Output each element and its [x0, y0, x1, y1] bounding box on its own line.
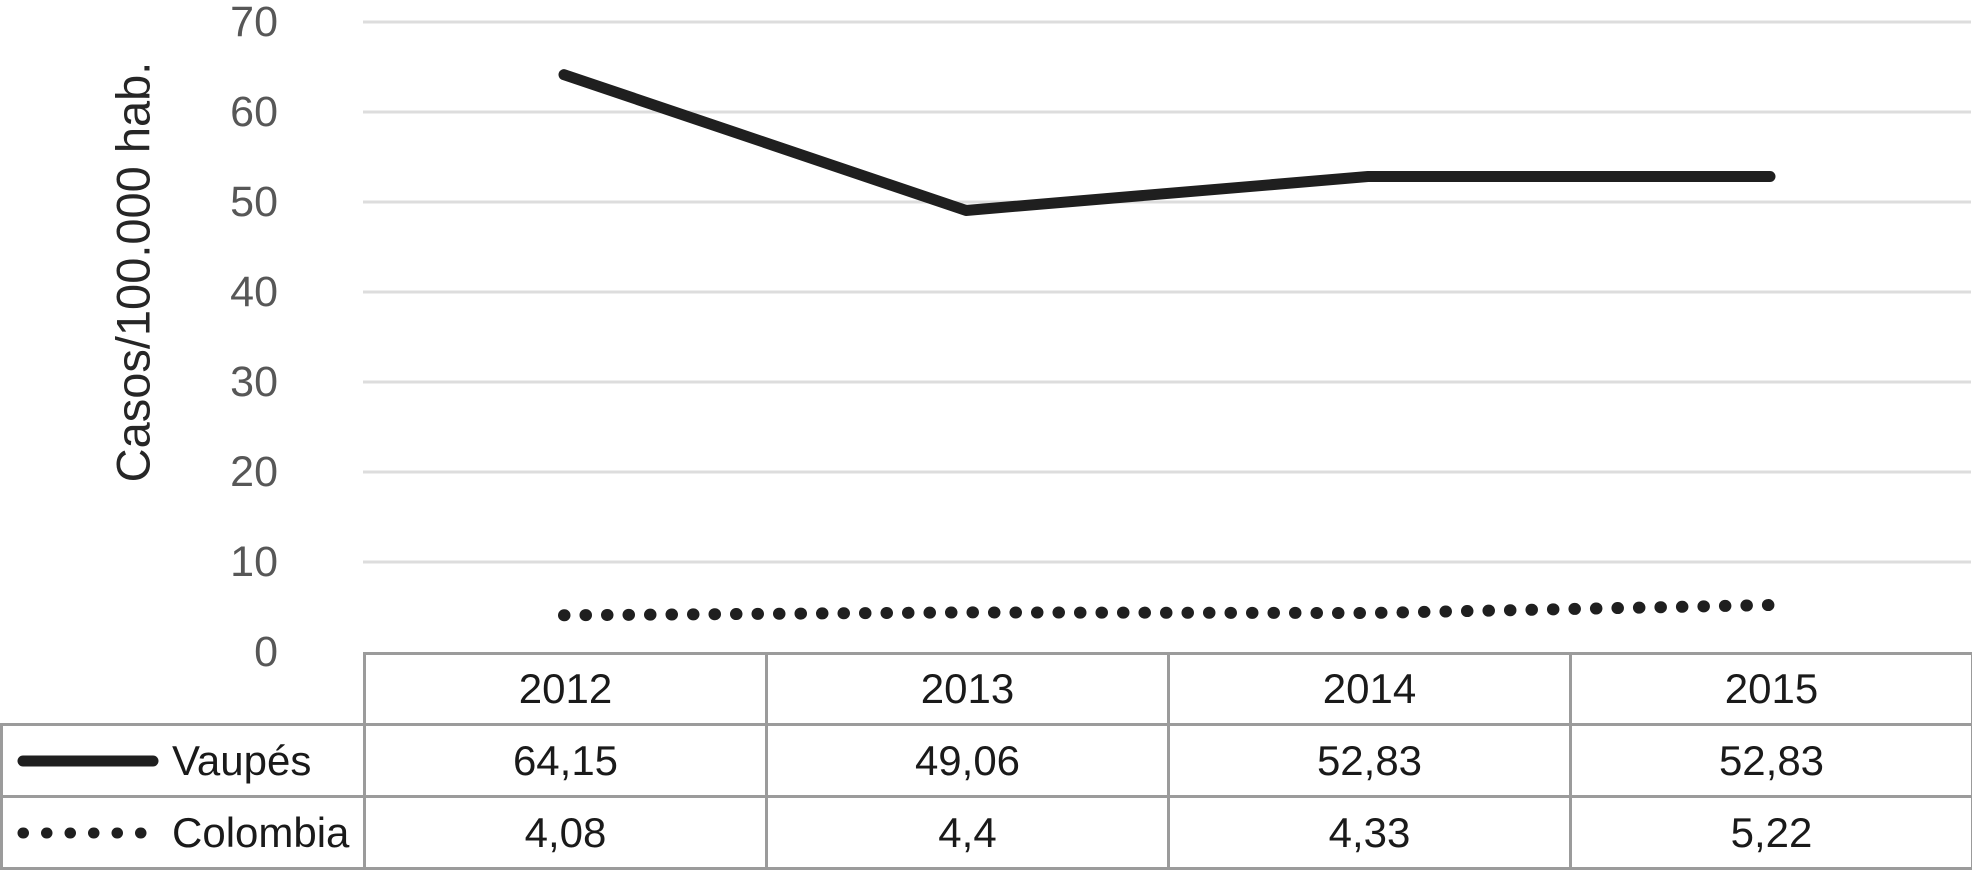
- y-axis-tick: 70: [230, 0, 278, 46]
- year-header-cell: 2012: [363, 652, 768, 726]
- y-axis-tick: 0: [254, 628, 278, 676]
- vaupes-solid-line-icon: [17, 755, 159, 766]
- value-cell: 4,33: [1167, 795, 1572, 870]
- value-cell: 64,15: [363, 723, 768, 798]
- value-cell: 4,4: [765, 795, 1170, 870]
- value-cell: 5,22: [1569, 795, 1972, 870]
- year-header-cell: 2014: [1167, 652, 1572, 726]
- series-line-colombia: [558, 599, 1776, 622]
- y-axis-tick: 10: [230, 538, 278, 586]
- y-axis-tick: 40: [230, 268, 278, 316]
- series-label: Colombia: [172, 808, 350, 856]
- colombia-dotted-line-icon: [17, 827, 159, 838]
- series-label: Vaupés: [172, 736, 312, 784]
- legend-key-vaupes: Vaupés: [5, 736, 362, 785]
- y-axis-tick: 30: [230, 358, 278, 406]
- y-axis-tick: 50: [230, 178, 278, 226]
- value-cell: 4,08: [363, 795, 768, 870]
- value-cell: 49,06: [765, 723, 1170, 798]
- y-axis-tick: 20: [230, 448, 278, 496]
- data-table: 2012 2013 2014 2015 Vaupés 64,15 49,06 52,83 52,…: [0, 652, 1972, 870]
- legend-key-colombia: Colombia: [5, 808, 362, 857]
- legend-cell-vaupes: Vaupés: [0, 723, 366, 798]
- legend-cell-colombia: Colombia: [0, 795, 366, 870]
- y-axis-tick: 60: [230, 88, 278, 136]
- series-line-vaupes: [558, 69, 1776, 216]
- gridlines: [363, 20, 1971, 564]
- table-corner-cell: [2, 654, 365, 725]
- value-cell: 52,83: [1569, 723, 1972, 798]
- year-header-cell: 2015: [1569, 652, 1972, 726]
- table-row-vaupes: Vaupés 64,15 49,06 52,83 52,83: [0, 723, 1972, 798]
- year-header-cell: 2013: [765, 652, 1170, 726]
- table-row-colombia: Colombia 4,08 4,4 4,33 5,22: [0, 795, 1972, 870]
- value-cell: 52,83: [1167, 723, 1572, 798]
